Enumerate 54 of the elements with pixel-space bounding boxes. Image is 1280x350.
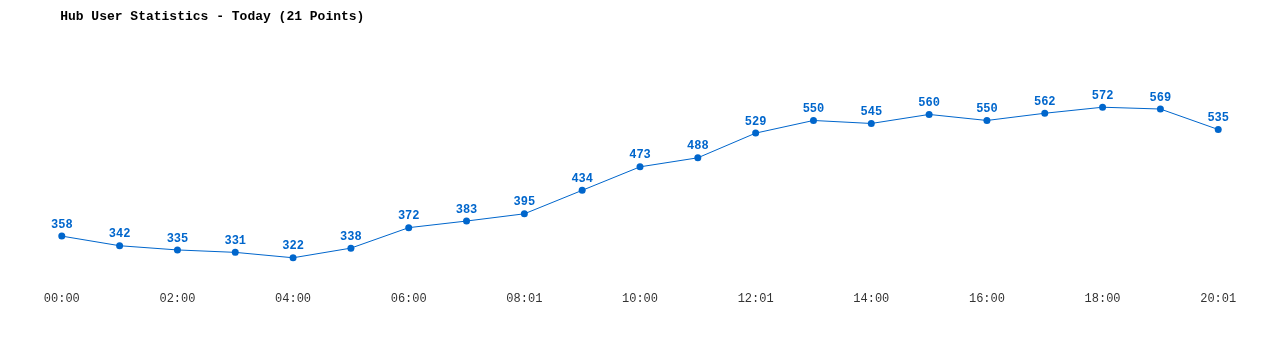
x-tick-label: 18:00 [1084,292,1121,306]
point [347,244,355,252]
point [636,163,644,171]
point [289,254,297,262]
data-label: 562 [1033,94,1056,109]
x-tick-label: 04:00 [275,292,312,306]
point [1099,103,1107,111]
point [520,210,528,218]
data-label: 550 [802,102,825,117]
data-label: 545 [860,105,883,120]
x-tick-label: 12:01 [737,292,774,306]
data-label: 395 [513,195,536,210]
point [752,129,760,137]
point [867,119,875,127]
data-label: 372 [397,209,420,224]
data-label: 342 [108,227,131,242]
point [231,248,239,256]
x-tick-label: 08:01 [506,292,543,306]
data-label: 383 [455,202,478,217]
x-tick-label: 16:00 [968,292,1005,306]
x-tick-label: 14:00 [853,292,890,306]
x-tick-label: 06:00 [390,292,427,306]
data-label: 535 [1207,111,1230,126]
x-tick-label: 20:01 [1200,292,1237,306]
point [925,110,933,118]
data-label: 358 [50,217,73,232]
point [116,242,124,250]
point [578,186,586,194]
point [1041,109,1049,117]
data-label: 338 [340,229,362,244]
point [1214,126,1222,134]
point [173,246,181,254]
data-label: 529 [744,114,767,129]
data-label: 569 [1149,90,1172,105]
data-label: 335 [166,231,189,246]
data-label: 560 [918,96,940,111]
point [1156,105,1164,113]
x-tick-label: 00:00 [43,292,80,306]
point [809,116,817,124]
data-label: 331 [224,233,247,248]
chart-title: Hub User Statistics - Today (21 Points) [60,8,365,24]
point [405,224,413,232]
data-label: 473 [629,148,651,163]
point [983,116,991,124]
point [463,217,471,225]
x-tick-label: 10:00 [621,292,659,306]
x-tick-label: 02:00 [159,292,196,306]
data-label: 322 [282,239,304,254]
data-label: 434 [571,171,593,186]
point [694,154,702,162]
data-label: 572 [1091,88,1114,103]
data-label: 550 [976,102,998,117]
data-label: 488 [687,139,709,154]
point [58,232,66,240]
